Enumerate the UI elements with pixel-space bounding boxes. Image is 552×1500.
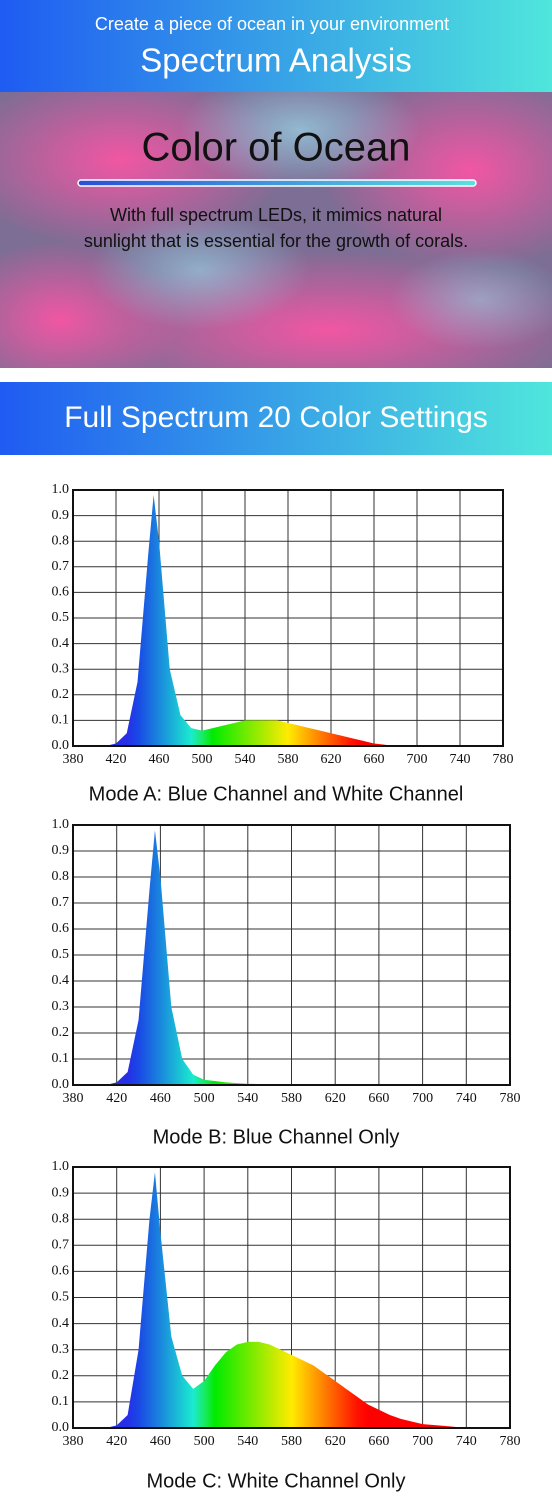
y-tick-label: 0.7 (52, 1238, 70, 1253)
y-tick-label: 0.7 (52, 895, 70, 910)
x-tick-label: 420 (106, 1434, 127, 1449)
x-tick-label: 620 (325, 1434, 346, 1449)
x-tick-label: 420 (106, 1091, 127, 1106)
y-tick-label: 0.3 (52, 661, 70, 676)
spectrum-area (105, 495, 396, 746)
plot-frame (72, 1166, 511, 1429)
x-tick-label: 380 (63, 752, 84, 767)
x-tick-label: 380 (63, 1091, 84, 1106)
x-tick-label: 460 (150, 1434, 171, 1449)
x-tick-label: 580 (281, 1434, 302, 1449)
hero-text: With full spectrum LEDs, it mimics natur… (110, 205, 442, 225)
divider (77, 179, 477, 187)
x-tick-label: 460 (149, 752, 170, 767)
y-tick-label: 0.1 (52, 1051, 70, 1066)
x-tick-label: 780 (500, 1091, 521, 1106)
y-tick-label: 0.3 (52, 999, 70, 1014)
x-tick-label: 660 (368, 1434, 389, 1449)
y-tick-label: 0.6 (52, 585, 70, 600)
y-tick-label: 0.0 (52, 1420, 70, 1435)
chart: 0.0 0.1 0.2 0.3 0.4 0.5 0.6 0.7 0.8 0.9 1.0 380 420 4… (52, 482, 514, 805)
y-tick-label: 0.5 (52, 1290, 70, 1305)
y-tick-label: 0.4 (52, 1316, 70, 1331)
x-tick-label: 460 (150, 1091, 171, 1106)
x-tick-label: 500 (192, 752, 213, 767)
x-tick-label: 740 (456, 1434, 477, 1449)
y-tick-label: 0.0 (52, 738, 70, 753)
chart-caption: Mode C: White Channel Only (146, 1470, 405, 1492)
x-tick-label: 700 (412, 1434, 433, 1449)
y-tick-label: 0.5 (52, 610, 70, 625)
x-tick-label: 500 (194, 1434, 215, 1449)
x-tick-label: 540 (237, 1434, 258, 1449)
y-tick-label: 0.9 (52, 508, 70, 523)
y-tick-label: 1.0 (52, 817, 70, 832)
x-tick-label: 780 (500, 1434, 521, 1449)
x-tick-label: 420 (106, 752, 127, 767)
y-tick-label: 0.8 (52, 533, 70, 548)
x-tick-label: 660 (368, 1091, 389, 1106)
x-tick-label: 780 (493, 752, 514, 767)
y-tick-label: 0.9 (52, 1185, 70, 1200)
x-tick-label: 540 (235, 752, 256, 767)
y-tick-label: 0.1 (52, 713, 70, 728)
hero-text: sunlight that is essential for the growt… (84, 231, 468, 251)
y-tick-label: 0.2 (52, 1025, 70, 1040)
x-tick-label: 740 (456, 1091, 477, 1106)
x-tick-label: 740 (450, 752, 471, 767)
y-tick-label: 0.8 (52, 1211, 70, 1226)
x-tick-label: 620 (325, 1091, 346, 1106)
chart-caption: Mode A: Blue Channel and White Channel (89, 783, 464, 805)
y-tick-label: 0.8 (52, 869, 70, 884)
chart: 0.0 0.1 0.2 0.3 0.4 0.5 0.6 0.7 0.8 0.9 1.0 380 420 4… (52, 1159, 521, 1492)
y-tick-label: 0.5 (52, 947, 70, 962)
y-tick-label: 1.0 (52, 1159, 70, 1174)
x-tick-label: 380 (63, 1434, 84, 1449)
y-tick-label: 0.0 (52, 1077, 70, 1092)
spectrum-area (105, 830, 292, 1085)
y-tick-label: 0.1 (52, 1394, 70, 1409)
header-band (0, 0, 552, 92)
y-tick-label: 0.4 (52, 973, 70, 988)
y-tick-label: 0.3 (52, 1342, 70, 1357)
y-tick-label: 0.2 (52, 687, 70, 702)
y-tick-label: 1.0 (52, 482, 70, 497)
x-tick-label: 700 (412, 1091, 433, 1106)
spectrum-area (105, 1172, 467, 1428)
x-tick-label: 580 (281, 1091, 302, 1106)
y-tick-label: 0.6 (52, 1264, 70, 1279)
chart-caption: Mode B: Blue Channel Only (153, 1126, 400, 1148)
tagline: Create a piece of ocean in your environm… (95, 14, 449, 34)
y-tick-label: 0.7 (52, 559, 70, 574)
section-band (0, 382, 552, 455)
x-tick-label: 540 (237, 1091, 258, 1106)
hero-title: Color of Ocean (141, 126, 410, 170)
x-tick-label: 660 (364, 752, 385, 767)
header-title: Spectrum Analysis (140, 42, 411, 79)
chart: 0.0 0.1 0.2 0.3 0.4 0.5 0.6 0.7 0.8 0.9 1.0 380 420 4… (52, 817, 521, 1148)
y-tick-label: 0.2 (52, 1368, 70, 1383)
x-tick-label: 700 (407, 752, 428, 767)
x-tick-label: 500 (194, 1091, 215, 1106)
x-tick-label: 580 (278, 752, 299, 767)
y-tick-label: 0.9 (52, 843, 70, 858)
y-tick-label: 0.4 (52, 636, 70, 651)
section-title: Full Spectrum 20 Color Settings (64, 401, 488, 434)
plot-frame (72, 824, 511, 1086)
plot-frame (72, 489, 504, 747)
hero-image (0, 92, 552, 368)
y-tick-label: 0.6 (52, 921, 70, 936)
x-tick-label: 620 (321, 752, 342, 767)
